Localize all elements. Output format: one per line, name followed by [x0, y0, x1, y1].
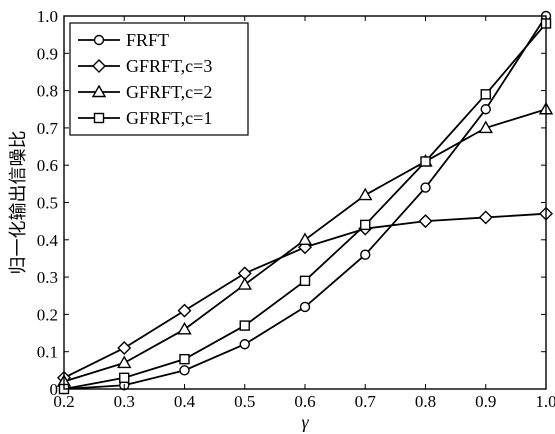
y-axis-title: 归一化输出信噪比: [8, 131, 28, 275]
series-2-point: [478, 120, 493, 134]
series-0-point: [299, 301, 311, 313]
series-2-point: [177, 321, 192, 335]
series-0-point: [179, 365, 190, 376]
legend-label: GFRFT,c=3: [126, 56, 212, 76]
series-2-point: [358, 187, 373, 201]
series-3-point: [480, 89, 491, 100]
y-tick-label: 1.0: [37, 7, 58, 26]
series-3-point: [179, 353, 190, 365]
legend: FRFT GFRFT,c=3 GFRFT,c=2 GFRFT,c=1: [69, 22, 249, 136]
series-1-point: [478, 210, 493, 225]
y-tick-label: 0.2: [37, 305, 58, 324]
y-tick-label: 0.5: [37, 194, 58, 213]
series-3-point: [360, 219, 371, 231]
legend-marker: [92, 59, 106, 73]
series-1-point: [177, 303, 192, 318]
series-0-point: [239, 339, 250, 350]
y-tick-label: 0.1: [37, 343, 58, 362]
series-1-point: [117, 340, 132, 355]
series-3-point: [119, 372, 130, 384]
series-0-point: [360, 249, 371, 260]
y-tick-label: 0.8: [37, 82, 58, 101]
series-2-point: [117, 355, 132, 369]
series-3-point: [299, 275, 311, 287]
x-tick-label: 0.5: [234, 392, 255, 411]
series-1-point: [418, 214, 433, 229]
x-tick-label: 0.2: [53, 392, 74, 411]
legend-marker: [93, 34, 105, 46]
y-tick-label: 0.9: [37, 44, 58, 63]
x-tick-label: 1.0: [535, 392, 555, 411]
legend-marker: [91, 84, 107, 98]
x-tick-label: 0.9: [475, 392, 496, 411]
axes: 0.2 0.3 0.4 0.5 0.6 0.7 0.8 0.9 1.0 0 0.1 0.2 0.3 0.4…: [37, 7, 555, 411]
plot-area: [56, 10, 554, 395]
x-tick-label: 0.4: [174, 392, 196, 411]
x-tick-label: 0.6: [294, 392, 315, 411]
series-0-point: [480, 104, 491, 115]
legend-label: FRFT: [126, 30, 169, 50]
y-tick-label: 0.3: [37, 268, 58, 287]
series-0-point: [420, 182, 431, 193]
legend-label: GFRFT,c=1: [126, 108, 212, 128]
series-3-point: [420, 156, 431, 167]
series-2-point: [237, 277, 252, 290]
series-2-point: [297, 232, 313, 246]
series-3-point: [239, 320, 250, 331]
x-axis-title: γ: [301, 412, 309, 432]
x-tick-label: 0.7: [355, 392, 377, 411]
legend-label: GFRFT,c=2: [126, 82, 212, 102]
x-tick-label: 0.8: [415, 392, 436, 411]
legend-marker: [93, 112, 105, 124]
y-tick-label: 0.7: [37, 119, 59, 138]
x-tick-label: 0.3: [114, 392, 135, 411]
y-tick-label: 0.6: [37, 156, 58, 175]
y-tick-label: 0.4: [37, 231, 59, 250]
y-tick-label: 0: [50, 380, 59, 399]
